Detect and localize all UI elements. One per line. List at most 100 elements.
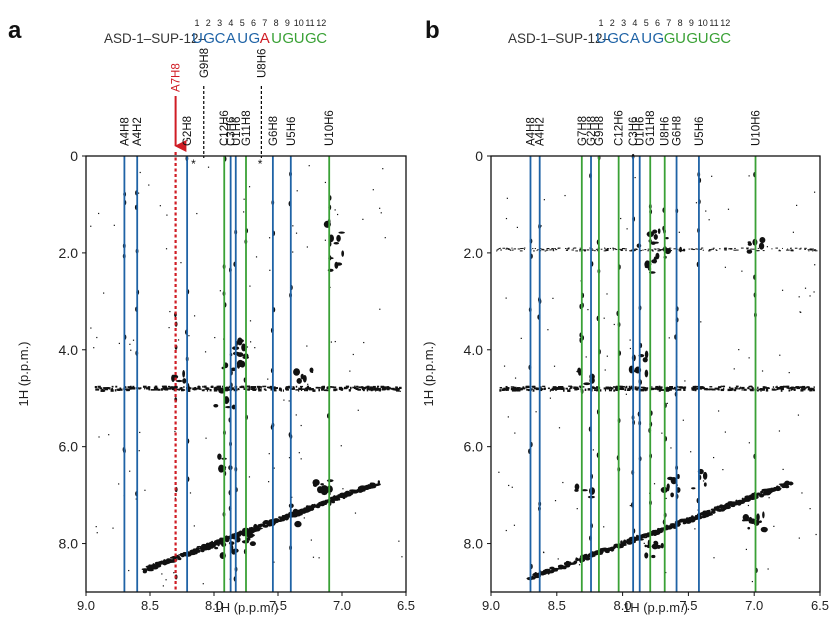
x-tick-label: 8.0: [614, 598, 632, 613]
water-ridge-dot: [164, 388, 169, 391]
water-ridge-dot: [557, 386, 561, 389]
diagonal-peak: [732, 502, 739, 506]
water-ridge-dot: [153, 386, 157, 390]
diagonal-peak: [331, 500, 336, 504]
ridge-dot: [615, 249, 618, 251]
cross-peak: [691, 487, 696, 490]
noise-dot: [118, 483, 120, 485]
noise-dot: [243, 198, 245, 200]
water-ridge-dot: [213, 389, 218, 392]
cross-peak: [338, 231, 345, 234]
noise-dot: [273, 561, 275, 563]
ridge-dot: [549, 249, 552, 251]
assignment-label: U1H6: [635, 117, 647, 146]
ridge-dot: [688, 248, 690, 250]
diagonal-peak: [151, 566, 159, 570]
diagonal-peak: [762, 488, 770, 493]
water-ridge-dot: [634, 387, 637, 390]
noise-dot: [108, 434, 110, 436]
cross-peak: [336, 234, 341, 242]
ridge-dot: [521, 247, 524, 249]
water-ridge-dot: [700, 386, 704, 389]
water-ridge-dot: [669, 385, 674, 389]
water-ridge-dot: [392, 387, 395, 390]
water-ridge-dot: [670, 387, 674, 390]
noise-dot: [629, 504, 631, 507]
water-ridge-dot: [802, 388, 806, 391]
ridge-dot: [811, 248, 814, 250]
noise-dot: [684, 380, 686, 382]
water-ridge-dot: [640, 389, 645, 392]
water-ridge-dot: [375, 389, 377, 392]
ridge-dot: [540, 250, 542, 252]
water-ridge-dot: [665, 387, 667, 390]
ridge-dot: [725, 247, 728, 249]
water-ridge-dot: [160, 388, 163, 391]
water-ridge-dot: [761, 388, 765, 391]
ridge-dot: [787, 248, 789, 250]
diagonal-peak: [681, 518, 689, 523]
noise-dot: [552, 297, 554, 299]
water-ridge-dot: [157, 388, 161, 391]
cross-peak: [574, 483, 580, 491]
x-axis-label: 1H (p.p.m.): [623, 600, 688, 615]
ridge-dot: [552, 250, 555, 252]
ridge-dot: [668, 247, 672, 249]
cross-peak: [657, 228, 661, 234]
cross-peak: [182, 378, 187, 384]
noise-dot: [330, 341, 332, 343]
x-tick-label: 9.0: [77, 598, 95, 613]
diagonal-peak: [601, 547, 608, 551]
noise-dot: [722, 469, 724, 471]
noise-dot: [626, 228, 628, 230]
diagonal-peak: [213, 541, 216, 545]
water-ridge-dot: [793, 386, 796, 389]
noise-dot: [180, 262, 182, 264]
diagonal-peak: [746, 500, 750, 502]
water-ridge-dot: [532, 389, 535, 392]
water-ridge-dot: [702, 386, 705, 390]
ridge-dot: [624, 248, 627, 250]
diagonal-peak: [275, 520, 279, 523]
ridge-dot: [757, 247, 759, 249]
cross-peak: [224, 386, 230, 392]
ridge-dot: [633, 250, 636, 252]
asterisk-mark: *: [191, 157, 196, 171]
noise-dot: [308, 165, 310, 167]
cross-peak: [746, 249, 753, 254]
cross-peak: [652, 229, 658, 234]
noise-dot: [613, 323, 615, 326]
assignment-label: C12H6: [614, 110, 626, 146]
diagonal-peak: [683, 521, 686, 524]
water-ridge-dot: [738, 387, 741, 390]
residue-number: 2: [610, 18, 615, 28]
cross-peak: [217, 453, 222, 460]
noise-dot: [90, 327, 92, 329]
ridge-dot: [658, 249, 661, 251]
water-ridge-dot: [510, 387, 514, 391]
ridge-dot: [565, 249, 568, 251]
ridge-dot: [740, 247, 744, 249]
noise-dot: [96, 532, 98, 534]
cross-peak: [333, 242, 340, 245]
water-ridge-dot: [544, 387, 546, 390]
ridge-dot: [807, 249, 810, 251]
ridge-dot: [650, 249, 654, 251]
noise-dot: [318, 557, 320, 559]
ridge-dot: [670, 250, 673, 252]
panel-b: b ASD-1–SUP-12–1U2G3C4A5U6G7G8U9G10U11G12…: [421, 17, 829, 615]
assignment-label: G7H8: [577, 116, 589, 146]
noise-dot: [401, 556, 403, 558]
water-ridge-dot: [695, 385, 699, 388]
noise-dot: [169, 310, 171, 313]
water-ridge-dot: [396, 389, 400, 392]
residue-base: A: [260, 30, 270, 47]
ridge-dot: [511, 249, 514, 251]
noise-dot: [307, 383, 309, 385]
y-axis-label: 1H (p.p.m.): [421, 341, 436, 406]
ridge-dot: [583, 249, 585, 251]
noise-dot: [514, 377, 517, 379]
ridge-dot: [700, 248, 702, 250]
noise-dot: [724, 431, 726, 433]
water-ridge-dot: [619, 387, 622, 390]
